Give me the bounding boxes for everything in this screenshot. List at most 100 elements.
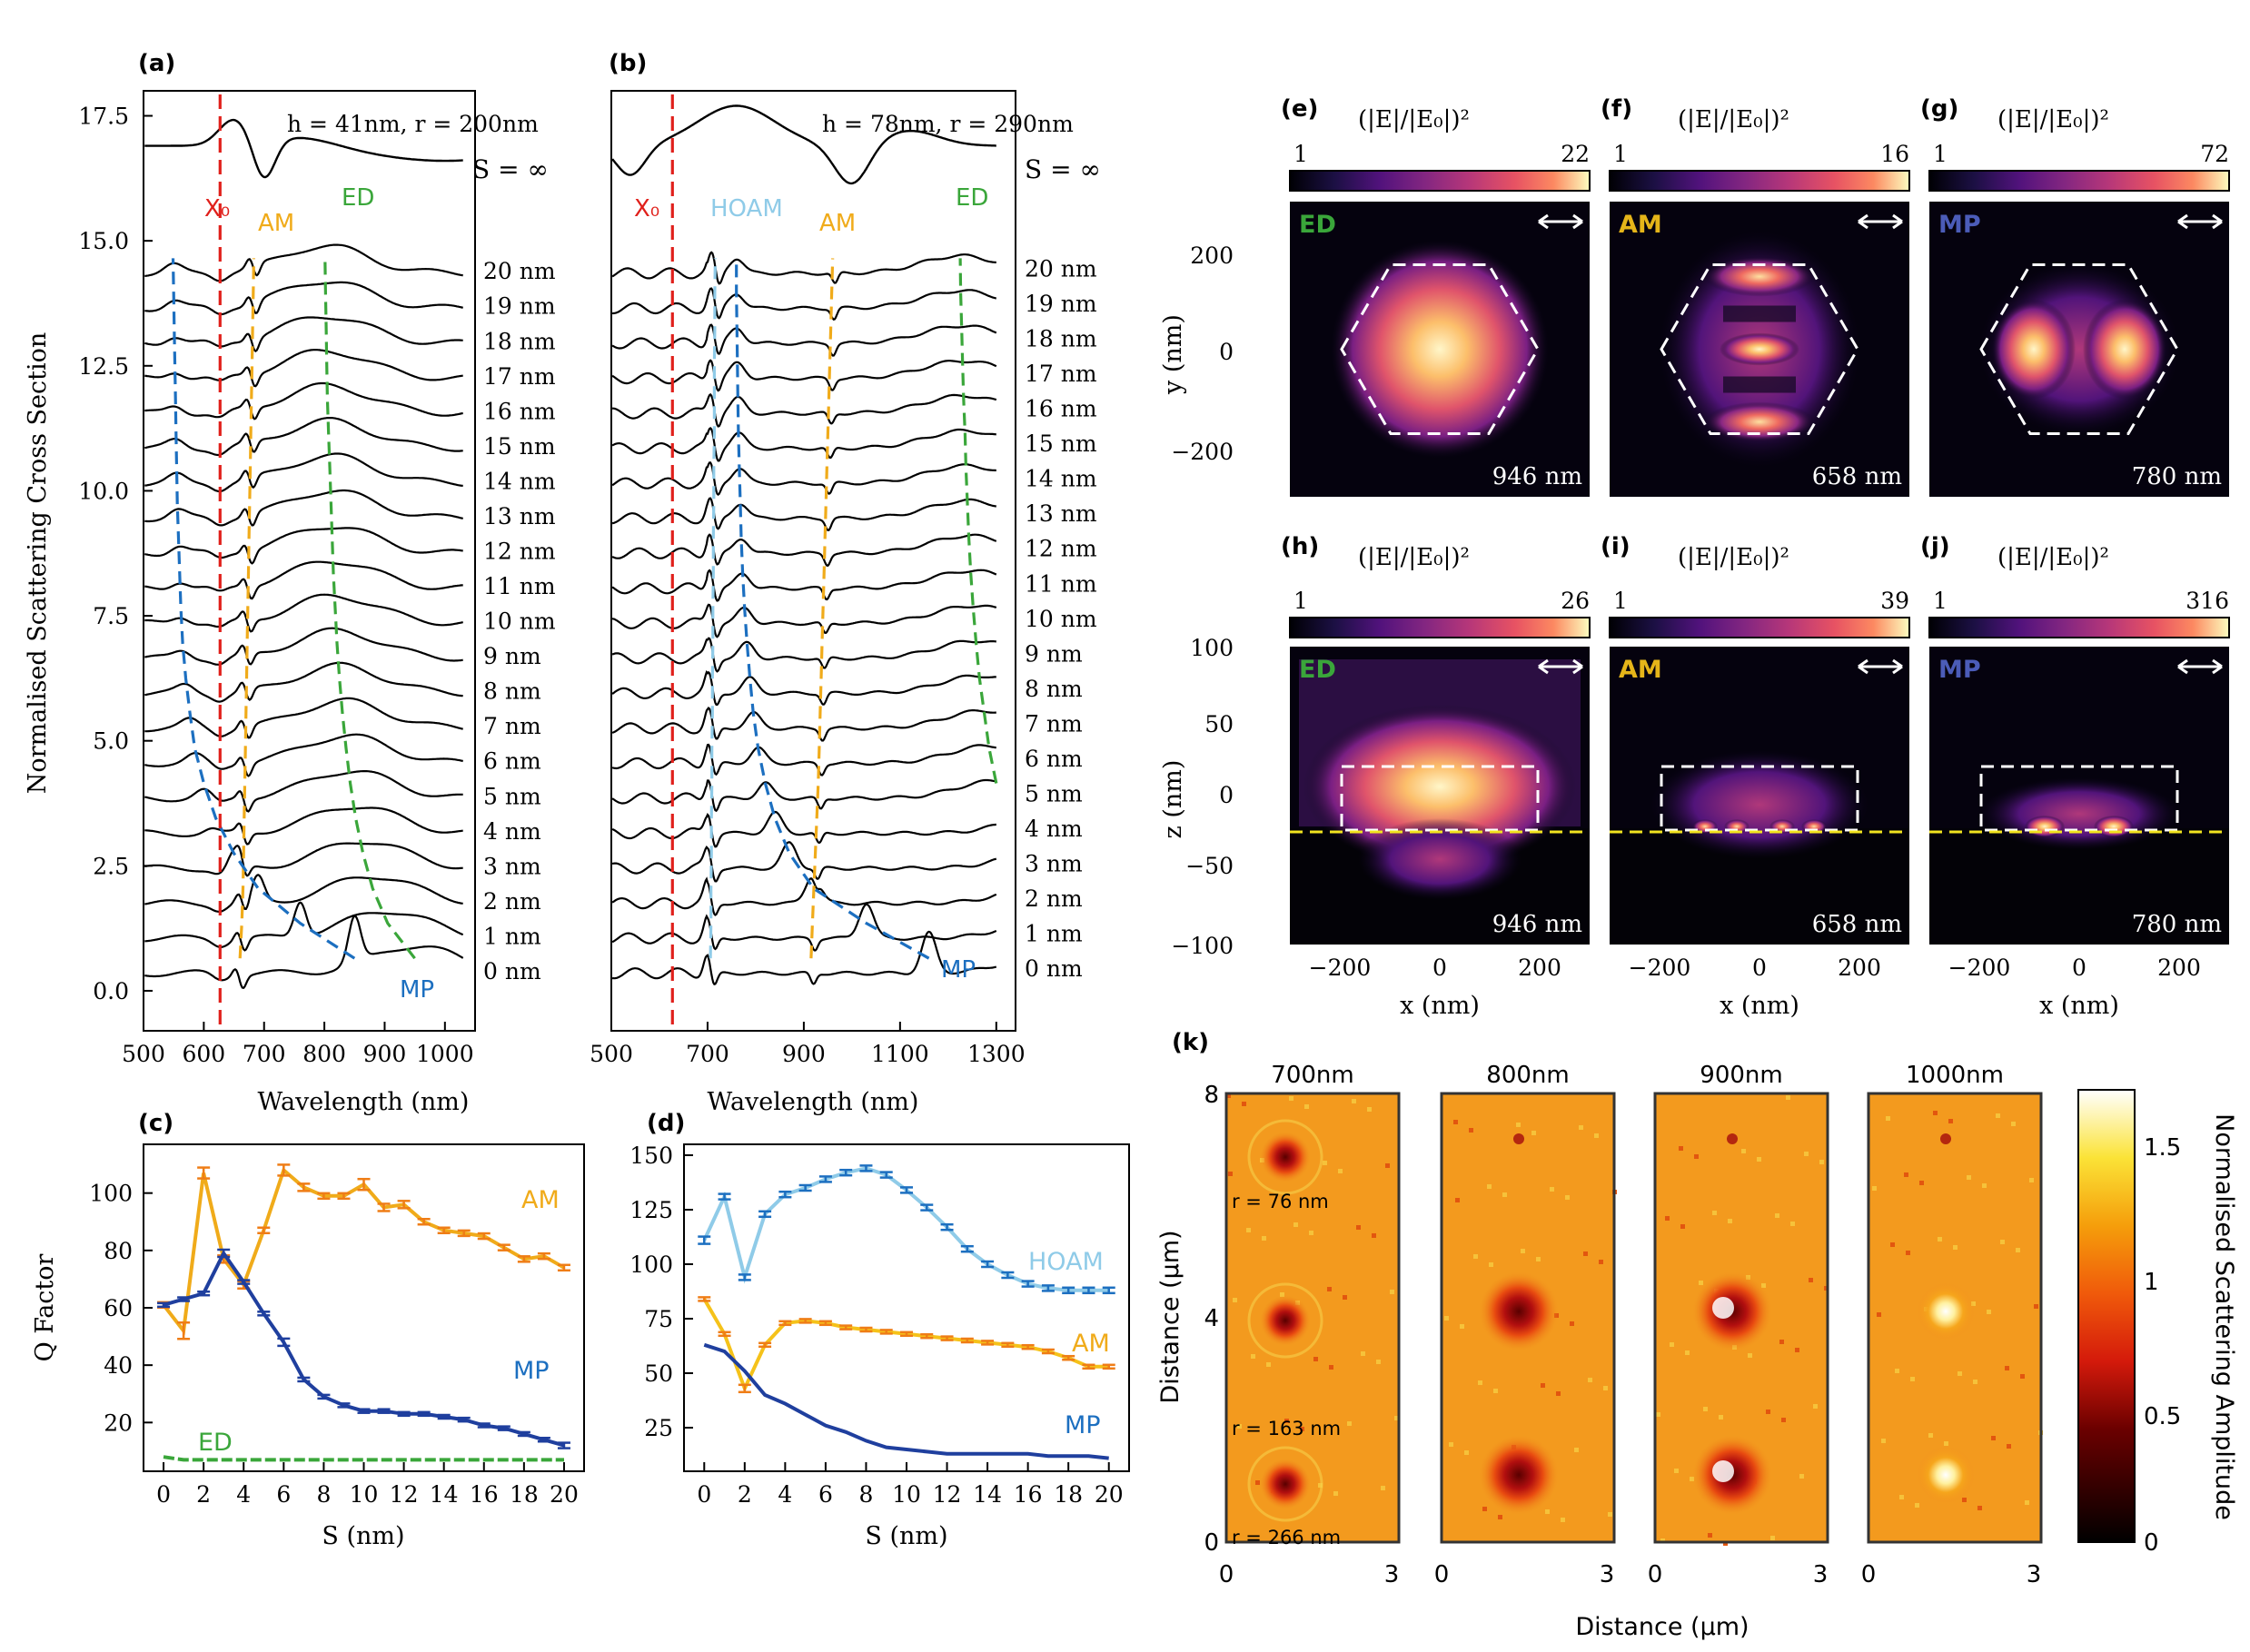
x-tick-label: 20 (1095, 1481, 1124, 1508)
spectrum-curve-s5 (144, 770, 463, 813)
panel-a-ed-label: ED (342, 184, 374, 212)
panel-k-y-tick-4: 4 (1204, 1305, 1219, 1332)
spectrum-curve-s1 (144, 901, 464, 952)
noise-pixel (1886, 1116, 1890, 1121)
particle-ring (1247, 1119, 1323, 1195)
x-tick-label: 800 (302, 1041, 346, 1067)
x-tick-label: 500 (590, 1041, 633, 1067)
noise-pixel (1996, 1113, 2000, 1118)
x-tick-label: 3 (2027, 1561, 2042, 1588)
noise-pixel (1352, 1099, 1356, 1103)
q-point-hoam (1102, 1286, 1115, 1295)
noise-pixel (1781, 1418, 1786, 1422)
q-point-hoam (758, 1210, 772, 1219)
x-tick-label: 20 (550, 1481, 579, 1508)
x-tick-label: 0 (156, 1481, 171, 1508)
panel-c-ed-label: ED (198, 1429, 233, 1457)
field-map-colorbar (1289, 617, 1591, 638)
mode-label: AM (1619, 211, 1662, 239)
measurement-map-frame (1440, 1092, 1616, 1544)
panel-c: (c) 0 2 4 6 8 10 12 14 16 18 20 20 40 60 80 100 AM MP E… (31, 1110, 585, 1550)
noise-pixel (1262, 1236, 1266, 1241)
noise-pixel (1226, 1093, 1231, 1098)
noise-pixel (1482, 1507, 1487, 1511)
q-point-am (879, 1329, 893, 1335)
panel-a-x-tick-labels: 500 600 700 800 900 1000 (122, 1041, 473, 1067)
panel-b-x0-label: X₀ (634, 195, 659, 223)
q-point-mp (497, 1425, 510, 1431)
noise-pixel (1300, 1427, 1304, 1431)
noise-pixel (1246, 1228, 1251, 1232)
measurement-map-title: 900nm (1700, 1062, 1782, 1089)
field-map-colorbar (1928, 170, 2230, 192)
curve-label: 6 nm (1025, 746, 1083, 772)
particle-ring (1247, 1282, 1323, 1359)
noise-pixel (1690, 1477, 1694, 1481)
x-tick-label: 12 (390, 1481, 419, 1508)
curve-label: 2 nm (483, 888, 541, 915)
noise-pixel (1255, 1480, 1260, 1485)
field-map-y-tick-top-3: −200 (1171, 439, 1234, 465)
spectrum-curve-s9 (611, 637, 997, 673)
y-tick-label: 5.0 (93, 728, 129, 755)
noise-pixel (1958, 1371, 1962, 1376)
field-map-panel-label: (i) (1601, 533, 1631, 560)
am-guide-line (809, 258, 835, 959)
spectrum-curve-s7 (611, 707, 996, 742)
field-map-y-tick-top-1: 200 (1190, 242, 1234, 269)
particle-signature (1260, 1295, 1311, 1346)
y-tick-label: 10.0 (78, 478, 129, 504)
noise-pixel (1487, 1184, 1492, 1189)
noise-pixel (1574, 1448, 1579, 1452)
panel-b-label: (b) (609, 50, 647, 77)
panel-b-ed-label: ED (956, 184, 988, 212)
x-tick-label: 2 (196, 1481, 211, 1508)
x-tick-label: 8 (859, 1481, 874, 1508)
mode-label: ED (1299, 211, 1336, 239)
y-tick-label: 150 (629, 1143, 673, 1169)
x-tick-label: 16 (470, 1481, 499, 1508)
field-hotspot (2094, 816, 2134, 837)
noise-pixel (1545, 1509, 1550, 1514)
y-tick-label: 17.5 (78, 104, 129, 130)
noise-pixel (1819, 1160, 1824, 1164)
curve-label: 12 nm (1025, 536, 1097, 562)
panel-k-maps: 700nm 0 3 800nm 0 3 900nm 0 3 1000nm 0 3 r = 76 nm r … (1219, 1062, 2043, 1588)
noise-pixel (2029, 1178, 2034, 1182)
field-map-y-label-bottom: z (nm) (1159, 760, 1187, 839)
field-map-quantity: (|E|/|E₀|)² (1358, 544, 1470, 571)
q-point-am (197, 1166, 211, 1180)
noise-pixel (2034, 1304, 2038, 1309)
x-tick-label: 900 (363, 1041, 407, 1067)
noise-pixel (1338, 1169, 1343, 1173)
panel-k-cbar-tick-1: 1 (2144, 1269, 2159, 1296)
particle-outline (1660, 765, 1859, 832)
q-point-mp (537, 1437, 550, 1443)
q-point-am (900, 1331, 913, 1338)
q-point-am (1102, 1363, 1115, 1370)
field-maps: (e) (|E|/|E₀|)² 1 22 ED 946 nm (f) (|E|/|E₀|)² 1… (1159, 95, 2230, 1020)
curve-label: 8 nm (1025, 676, 1083, 702)
curve-label: 0 nm (1025, 955, 1083, 982)
curve-label: 7 nm (483, 713, 541, 739)
panel-b-x-tick-labels: 500 700 900 1100 1300 (590, 1041, 1025, 1067)
noise-pixel (1872, 1186, 1877, 1191)
noise-pixel (1289, 1096, 1294, 1101)
q-point-mp (257, 1311, 271, 1317)
noise-pixel (1881, 1439, 1886, 1443)
q-point-am (257, 1226, 271, 1234)
panel-b-hoam-label: HOAM (710, 195, 783, 223)
field-map-wavelength: 946 nm (1492, 911, 1582, 938)
noise-pixel (2007, 1444, 2011, 1449)
noise-pixel (1775, 1213, 1779, 1218)
field-hotspot (1992, 299, 2076, 400)
q-series-mp (703, 1342, 1109, 1460)
panel-k-colorbar (2077, 1089, 2136, 1543)
measurement-map-background (1226, 1093, 1399, 1542)
particle-signature (1513, 1133, 1524, 1144)
noise-pixel (1541, 1383, 1545, 1388)
noise-pixel (1982, 1183, 1987, 1188)
colorbar-max: 22 (1561, 141, 1590, 167)
x-tick-label: 700 (686, 1041, 729, 1067)
x-tick-label: 200 (1518, 955, 1561, 981)
